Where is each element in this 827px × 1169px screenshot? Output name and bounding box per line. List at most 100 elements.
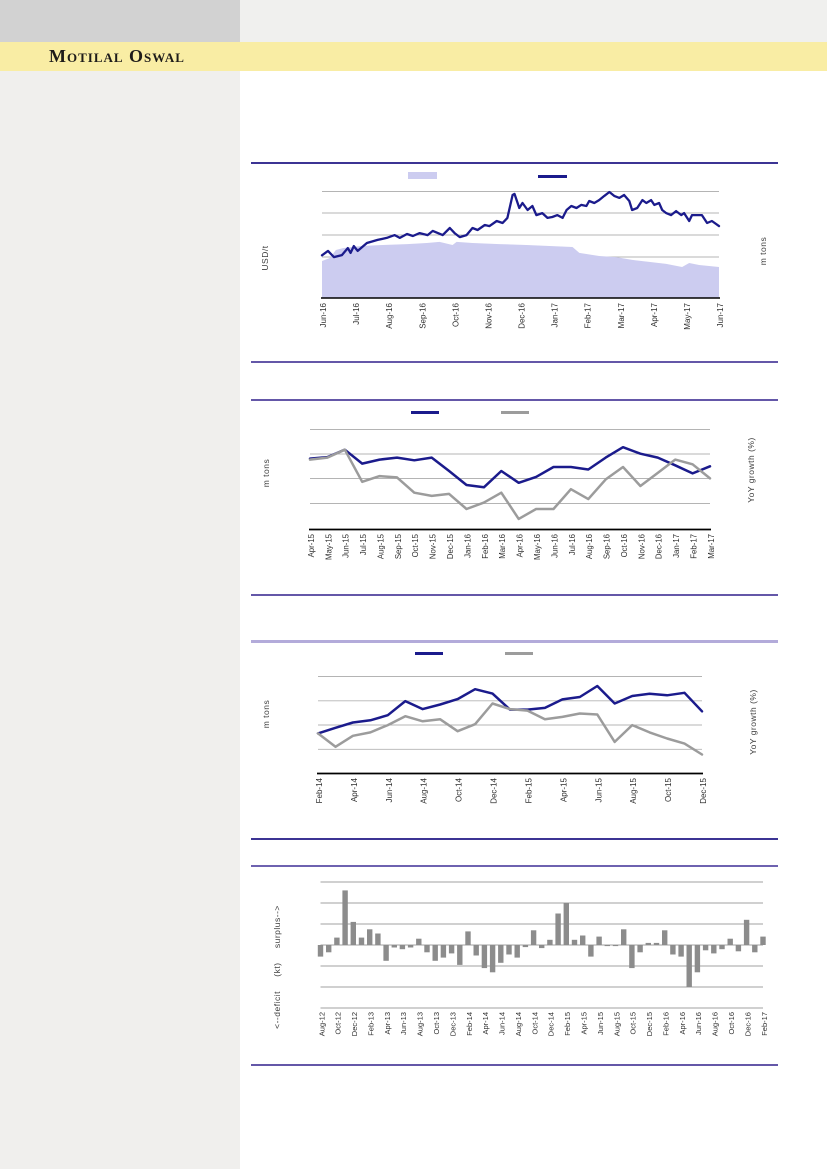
x-tick-label: Oct-16 bbox=[620, 534, 629, 557]
x-tick-label: Jun-16 bbox=[319, 302, 328, 327]
bar bbox=[596, 936, 602, 945]
bar bbox=[694, 945, 701, 973]
chart2-bottom-divider bbox=[251, 594, 778, 596]
brand-banner: Motilal Oswal bbox=[0, 42, 827, 71]
x-tick-label: Aug-16 bbox=[385, 302, 394, 328]
bar bbox=[645, 942, 651, 945]
x-tick-label: Dec-12 bbox=[350, 1012, 359, 1036]
x-tick-label: Aug-14 bbox=[420, 777, 429, 803]
chart3-top-divider bbox=[251, 640, 778, 643]
x-tick-label: Dec-16 bbox=[743, 1012, 752, 1036]
x-tick-label: Oct-16 bbox=[727, 1012, 736, 1035]
x-tick-label: Aug-16 bbox=[711, 1012, 720, 1036]
chart-mtons-yoy-2014-2015: Feb-14 Apr-14 Jun-14 Aug-14 Oct-14 Dec-14 Feb-… bbox=[315, 676, 708, 804]
bar bbox=[498, 945, 504, 963]
bar bbox=[342, 890, 348, 945]
x-tick-label: Jun-14 bbox=[385, 777, 394, 802]
x-tick-label: Apr-15 bbox=[580, 1012, 589, 1035]
bar bbox=[563, 903, 569, 945]
x-tick-label: Jun-15 bbox=[342, 533, 351, 558]
bar bbox=[375, 933, 381, 946]
x-tick-label: Apr-14 bbox=[350, 777, 359, 802]
series-gray-line bbox=[308, 448, 712, 521]
chart3-navy-legend-swatch bbox=[415, 652, 443, 655]
chart3-bottom-divider bbox=[251, 838, 778, 840]
chart2-top-divider bbox=[251, 399, 778, 401]
bar bbox=[653, 942, 660, 945]
chart1-bottom-divider bbox=[251, 361, 778, 363]
series-inventory-area bbox=[322, 241, 719, 298]
x-tick-label: Aug-13 bbox=[416, 1012, 425, 1036]
x-tick-label: Jan-17 bbox=[551, 302, 560, 327]
bar bbox=[629, 945, 635, 969]
x-tick-label: Dec-14 bbox=[490, 777, 499, 803]
x-tick-label: Oct-13 bbox=[432, 1012, 441, 1035]
x-tick-label: Dec-16 bbox=[518, 302, 527, 328]
x-tick-label: Apr-16 bbox=[516, 534, 525, 557]
chart-mtons-yoy-2015-2017: Apr-15 May-15 Jun-15 Jul-15 Aug-15 Sep-15 Oct-… bbox=[307, 429, 716, 560]
bar bbox=[358, 937, 365, 945]
bar bbox=[465, 931, 471, 946]
bar bbox=[547, 939, 553, 946]
bar bbox=[407, 945, 414, 948]
x-tick-label: Apr-15 bbox=[559, 777, 568, 802]
header-gray-block bbox=[0, 0, 240, 42]
x-tick-label: Feb-14 bbox=[315, 777, 324, 803]
x-tick-label: Jan-16 bbox=[463, 534, 472, 558]
chart1-line-legend-swatch bbox=[538, 175, 567, 178]
bar bbox=[506, 945, 512, 955]
series-price-line bbox=[320, 190, 721, 259]
bar bbox=[350, 921, 356, 945]
bar bbox=[735, 945, 742, 952]
bar bbox=[514, 945, 520, 958]
x-tick-label: Apr-13 bbox=[383, 1012, 392, 1035]
x-tick-label: Aug-15 bbox=[629, 777, 638, 803]
bar bbox=[522, 945, 529, 948]
bar bbox=[481, 945, 488, 969]
bar bbox=[612, 945, 619, 947]
bar bbox=[719, 945, 725, 950]
x-tick-label: Mar-16 bbox=[498, 534, 507, 559]
bar bbox=[678, 945, 684, 957]
x-tick-label: Oct-15 bbox=[411, 533, 420, 557]
bar bbox=[727, 938, 733, 945]
bar bbox=[530, 930, 537, 945]
x-tick-label: Apr-16 bbox=[678, 1012, 687, 1035]
x-tick-label: Dec-16 bbox=[655, 534, 664, 559]
x-tick-label: Feb-14 bbox=[465, 1012, 474, 1036]
bar bbox=[317, 945, 324, 957]
series-navy-line bbox=[308, 445, 712, 489]
bar bbox=[588, 945, 594, 957]
bar bbox=[432, 945, 438, 961]
x-tick-label: Apr-17 bbox=[650, 302, 659, 327]
bar bbox=[743, 919, 750, 945]
chart4-bottom-divider bbox=[251, 1064, 778, 1066]
x-tick-label: Mar-17 bbox=[707, 534, 716, 559]
bar bbox=[604, 945, 610, 947]
chart3-gray-legend-swatch bbox=[505, 652, 533, 655]
chart2-gray-legend-swatch bbox=[501, 411, 529, 414]
x-tick-label: Jun-15 bbox=[596, 1012, 605, 1035]
chart-deficit-surplus-balance: Aug-12 Oct-12 Dec-12 Feb-13 Apr-13 Jun-13 Aug-… bbox=[317, 881, 769, 1036]
brand-logo-text: Motilal Oswal bbox=[49, 46, 185, 66]
bar bbox=[539, 945, 545, 949]
bar bbox=[399, 945, 406, 950]
bar bbox=[711, 945, 717, 954]
chart4-top-divider bbox=[251, 865, 778, 867]
bar bbox=[367, 929, 373, 946]
x-tick-label: Jul-16 bbox=[568, 534, 577, 555]
x-tick-label: Feb-15 bbox=[563, 1012, 572, 1036]
x-tick-label: Nov-16 bbox=[637, 534, 646, 559]
bar bbox=[440, 945, 447, 958]
x-tick-label: Oct-15 bbox=[664, 777, 673, 802]
x-tick-label: Jun-15 bbox=[594, 777, 603, 802]
bar bbox=[580, 935, 586, 945]
x-tick-label: Jun-16 bbox=[550, 534, 559, 558]
x-tick-label: Nov-15 bbox=[429, 533, 438, 559]
x-tick-label: Oct-14 bbox=[530, 1012, 539, 1035]
x-tick-label: Feb-16 bbox=[661, 1012, 670, 1036]
x-tick-label: Jun-16 bbox=[694, 1012, 703, 1035]
x-tick-label: Dec-14 bbox=[547, 1012, 556, 1036]
bar bbox=[637, 945, 643, 953]
